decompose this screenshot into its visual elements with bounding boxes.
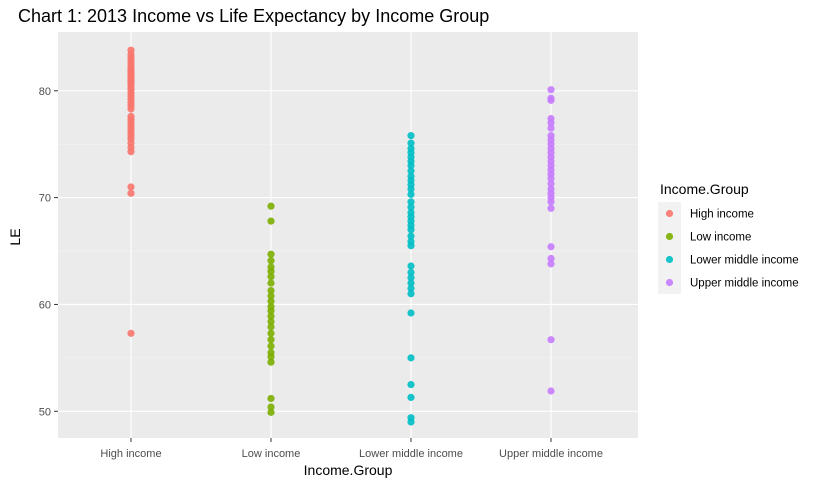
data-point	[267, 297, 275, 305]
legend-item: High income	[658, 202, 754, 225]
data-point	[267, 317, 275, 326]
data-point	[407, 226, 415, 234]
data-point	[547, 260, 555, 268]
data-point	[267, 358, 275, 366]
plot-panel	[58, 32, 638, 438]
y-axis-ticks: 50 60 70 80	[39, 86, 58, 418]
legend-title: Income.Group	[660, 181, 749, 197]
x-axis-ticks: High income Low income Lower middle income…	[100, 438, 603, 460]
data-point	[547, 86, 555, 94]
legend-item: Low income	[658, 225, 751, 248]
data-point	[407, 284, 415, 293]
data-point	[547, 387, 555, 395]
data-point	[407, 232, 415, 240]
data-point	[407, 198, 415, 206]
legend-label: Upper middle income	[690, 278, 799, 290]
data-point	[407, 309, 415, 317]
data-point	[547, 119, 555, 127]
data-point	[547, 124, 555, 132]
data-point	[267, 279, 275, 287]
data-point	[267, 250, 275, 258]
chart-title: Chart 1: 2013 Income vs Life Expectancy …	[18, 6, 489, 26]
data-point	[407, 190, 415, 198]
data-point	[547, 180, 555, 188]
data-point	[267, 202, 275, 210]
y-tick-label: 70	[39, 193, 51, 205]
x-tick-label: High income	[100, 448, 161, 460]
data-point	[407, 268, 415, 276]
data-point	[547, 336, 555, 344]
data-point	[267, 323, 275, 331]
data-point	[267, 394, 275, 403]
legend-key-point	[665, 232, 674, 241]
data-point	[267, 217, 275, 225]
legend-item: Lower middle income	[658, 248, 799, 271]
data-point	[547, 243, 555, 251]
legend-label: High income	[690, 209, 754, 221]
data-point	[547, 204, 555, 212]
y-tick-label: 50	[39, 406, 51, 418]
data-point	[267, 329, 275, 337]
data-point	[547, 198, 555, 206]
data-point	[127, 148, 135, 156]
data-point	[407, 139, 415, 147]
legend-label: Low income	[690, 232, 751, 244]
data-point	[547, 254, 555, 263]
data-point	[267, 403, 275, 411]
legend-item: Upper middle income	[658, 271, 799, 294]
data-point	[547, 96, 555, 104]
points-layer	[127, 46, 555, 426]
y-axis-title: LE	[7, 228, 23, 245]
data-point	[407, 242, 415, 250]
data-point	[267, 273, 275, 281]
data-point	[267, 353, 275, 361]
legend-key-point	[665, 278, 674, 287]
data-point	[407, 161, 415, 170]
legend-key-point	[665, 209, 674, 218]
legend-items: High income Low income Lower middle income…	[658, 202, 799, 294]
data-point	[547, 174, 555, 182]
data-point	[407, 203, 415, 211]
x-tick-label: Low income	[242, 448, 301, 460]
data-point	[407, 290, 415, 298]
series-upper-middle-income	[547, 86, 555, 395]
series-high-income	[127, 46, 135, 337]
data-point	[267, 307, 275, 315]
data-point	[127, 105, 135, 113]
data-point	[267, 257, 275, 265]
data-point	[267, 292, 275, 300]
data-point	[267, 286, 275, 295]
y-tick-label: 60	[39, 299, 51, 311]
data-point	[407, 167, 415, 175]
x-tick-label: Upper middle income	[499, 448, 603, 460]
data-point	[407, 132, 415, 140]
data-point	[127, 329, 135, 337]
x-axis-title: Income.Group	[304, 462, 393, 478]
x-tick-label: Lower middle income	[359, 448, 463, 460]
data-point	[407, 279, 415, 287]
data-point	[267, 336, 275, 344]
data-point	[267, 312, 275, 320]
legend-label: Lower middle income	[690, 255, 799, 267]
legend-key-point	[665, 255, 674, 264]
data-point	[407, 380, 415, 389]
data-point	[267, 408, 275, 416]
data-point	[267, 342, 275, 350]
data-point	[407, 262, 415, 270]
y-tick-label: 80	[39, 86, 51, 98]
data-point	[407, 418, 415, 426]
series-low-income	[267, 202, 275, 416]
data-point	[407, 354, 415, 362]
data-point	[407, 185, 415, 193]
data-point	[127, 183, 135, 191]
legend: Income.Group High income Low income Lower …	[658, 181, 799, 294]
series-lower-middle-income	[407, 132, 415, 426]
data-point	[407, 393, 415, 401]
data-point	[127, 189, 135, 197]
data-point	[407, 274, 415, 282]
data-point	[267, 267, 275, 275]
